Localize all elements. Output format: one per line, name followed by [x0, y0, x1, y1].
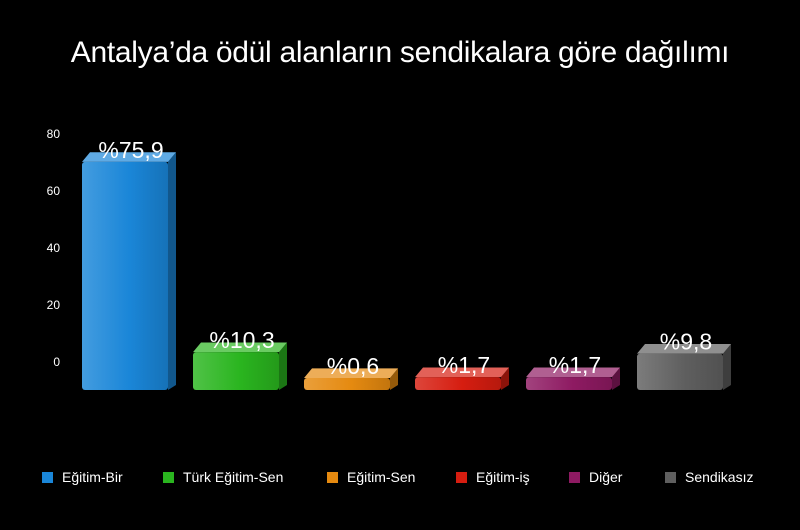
bar-front-face [637, 353, 723, 390]
legend-label: Diğer [589, 469, 623, 485]
bar [193, 342, 287, 390]
legend-item: Eğitim-Bir [42, 466, 123, 488]
data-label: %1,7 [549, 352, 601, 378]
legend-item: Sendikasız [665, 466, 753, 488]
bar-front-face [304, 378, 390, 390]
data-label: %75,9 [98, 137, 163, 163]
chart-title: Antalya’da ödül alanların sendikalara gö… [70, 36, 730, 69]
legend-swatch [665, 471, 676, 483]
bar-front-face [193, 352, 279, 390]
bar-side-face [723, 343, 731, 390]
data-label: %9,8 [660, 329, 712, 355]
bar [526, 367, 620, 390]
legend-item: Diğer [569, 466, 622, 488]
legend-swatch [163, 471, 174, 483]
legend-item: Eğitim-Sen [327, 466, 415, 488]
bar-side-face [390, 368, 398, 390]
legend-label: Eğitim-Bir [62, 469, 123, 485]
bar-top-face [637, 343, 731, 354]
y-tick-label: 80 [47, 127, 61, 141]
bar-front-face [526, 377, 612, 390]
legend-label: Eğitim-Sen [347, 469, 416, 485]
y-axis-ticks: 80 60 40 20 0 [47, 127, 61, 369]
legend-swatch [569, 471, 580, 483]
bar [304, 368, 398, 390]
bar-side-face [279, 342, 287, 390]
bar-side-face [501, 367, 509, 390]
y-tick-label: 60 [47, 184, 61, 198]
bar-top-face [415, 367, 509, 378]
bar-top-face [304, 368, 398, 378]
legend-swatch [456, 471, 467, 483]
y-tick-label: 0 [53, 355, 60, 369]
legend-item: Eğitim-iş [456, 466, 530, 488]
data-label: %1,7 [438, 352, 490, 378]
bar-top-face [193, 342, 287, 353]
legend-label: Türk Eğitim-Sen [183, 469, 284, 485]
bar-front-face [82, 161, 168, 390]
data-labels: %75,9 %10,3 %0,6 %1,7 %1,7 %9,8 [98, 137, 712, 379]
legend-item: Türk Eğitim-Sen [163, 466, 283, 488]
bar-front-face [415, 377, 501, 390]
legend-label: Eğitim-iş [476, 469, 530, 485]
bar [415, 367, 509, 390]
data-label: %10,3 [209, 327, 274, 353]
y-tick-label: 40 [47, 241, 61, 255]
bar-side-face [612, 367, 620, 390]
bar [637, 343, 731, 390]
bars [82, 152, 731, 390]
y-tick-label: 20 [47, 298, 61, 312]
legend-label: Sendikasız [685, 469, 754, 485]
chart-legend: Eğitim-Bir Türk Eğitim-Sen Eğitim-Sen Eğiti… [0, 466, 800, 488]
legend-swatch [327, 471, 338, 483]
bar-top-face [526, 367, 620, 378]
legend-swatch [42, 471, 53, 483]
data-label: %0,6 [327, 353, 379, 379]
bar [82, 152, 176, 390]
bar-side-face [168, 152, 176, 390]
bar-top-face [82, 152, 176, 162]
